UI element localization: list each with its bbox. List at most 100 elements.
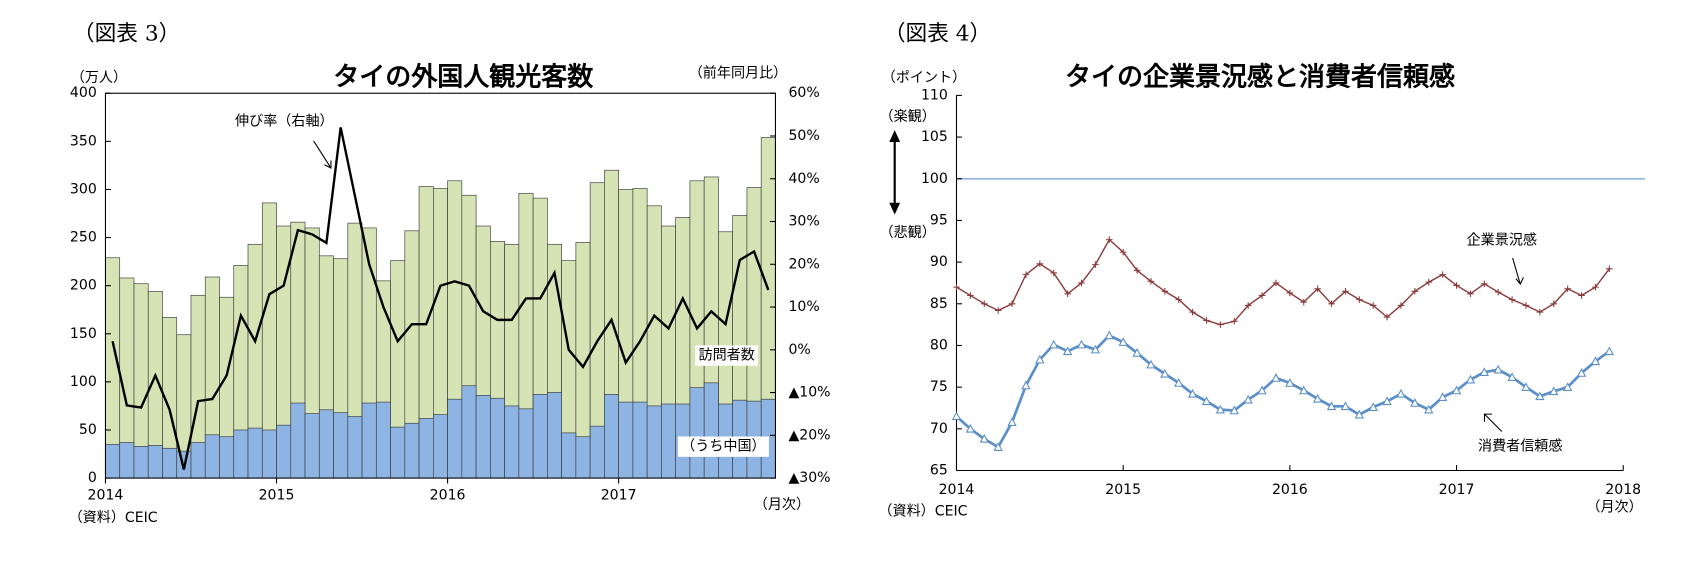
bar	[532, 394, 548, 479]
y-tick-label: 85	[930, 296, 948, 312]
marker	[1285, 378, 1295, 387]
marker	[1312, 393, 1323, 403]
marker	[1481, 280, 1488, 288]
marker	[1342, 288, 1349, 295]
label-box	[677, 436, 769, 457]
y-tick-label: 150	[70, 326, 97, 342]
x-tick-label: 2014	[939, 482, 975, 498]
marker	[1217, 321, 1224, 328]
label-box	[695, 345, 759, 366]
y-tick-label: 105	[921, 129, 948, 145]
marker	[1203, 317, 1210, 324]
bar	[105, 444, 121, 479]
bar	[333, 412, 349, 479]
marker	[1007, 417, 1017, 426]
marker	[967, 292, 974, 299]
y2-tick-label: ▲10%	[788, 385, 830, 401]
bar	[119, 442, 135, 479]
marker	[1021, 380, 1031, 390]
annotation: （悲観）	[880, 225, 936, 241]
marker	[1187, 388, 1198, 398]
series-label: 企業景況感	[1467, 232, 1537, 249]
marker	[1174, 378, 1184, 387]
label-box	[231, 111, 337, 132]
series-label: 伸び率（右軸）	[235, 113, 334, 129]
marker	[1215, 404, 1226, 414]
bar	[133, 446, 149, 479]
marker	[1493, 364, 1503, 374]
marker	[1133, 267, 1141, 274]
bar	[361, 402, 377, 479]
x-tick-label: 2017	[601, 487, 637, 503]
marker	[1147, 278, 1155, 285]
line	[111, 127, 770, 470]
figure-label: （図表 3）	[73, 22, 180, 47]
marker	[1562, 382, 1573, 391]
marker	[1078, 279, 1085, 287]
marker	[1535, 391, 1545, 401]
y-tick-label: 300	[70, 181, 97, 197]
marker	[1160, 368, 1170, 378]
bar	[504, 405, 520, 479]
y2-tick-label: 0%	[788, 342, 810, 358]
bar	[561, 432, 577, 479]
marker	[1368, 402, 1378, 411]
label-box	[1463, 229, 1541, 251]
marker	[1550, 300, 1558, 308]
marker	[951, 411, 962, 421]
marker	[1479, 367, 1490, 376]
marker	[1467, 290, 1474, 298]
marker	[1521, 382, 1531, 391]
marker	[953, 283, 960, 291]
marker	[1314, 285, 1321, 293]
chart-title: タイの外国人観光客数	[333, 63, 594, 93]
y-tick-label: 110	[921, 87, 948, 103]
marker	[981, 300, 988, 308]
bar	[447, 398, 463, 479]
marker	[1022, 271, 1030, 278]
bar	[490, 397, 505, 479]
marker	[1439, 271, 1446, 278]
x-tick-label: 2017	[1439, 482, 1475, 498]
marker	[1118, 337, 1128, 346]
marker	[1397, 302, 1405, 309]
y2-axis-unit: （前年同月比）	[689, 65, 788, 82]
bar	[632, 401, 648, 479]
chart-title: タイの企業景況感と消費者信頼感	[1065, 62, 1455, 93]
marker	[1119, 248, 1127, 256]
y-tick-label: 350	[70, 133, 97, 149]
y-axis-unit: （万人）	[71, 70, 127, 86]
marker	[1465, 374, 1476, 384]
arrow	[313, 140, 1524, 432]
marker	[1424, 404, 1434, 414]
marker	[1231, 318, 1238, 325]
marker	[1272, 279, 1280, 287]
bar	[390, 426, 406, 479]
y2-tick-label: ▲20%	[788, 427, 830, 443]
marker	[1369, 302, 1377, 309]
marker	[1201, 396, 1212, 406]
bar	[604, 394, 619, 479]
marker	[1008, 300, 1016, 308]
series-label: 訪問者数	[698, 348, 754, 364]
marker	[1189, 308, 1196, 316]
source: （資料）CEIC	[69, 510, 158, 526]
bar	[318, 409, 334, 479]
marker	[1604, 346, 1615, 356]
bar	[162, 447, 178, 479]
bar	[703, 382, 719, 479]
line	[956, 238, 1610, 326]
marker	[1356, 296, 1363, 303]
bar	[475, 395, 491, 479]
bar	[347, 416, 363, 479]
marker	[1564, 285, 1571, 293]
marker	[1106, 236, 1113, 243]
marker	[1258, 292, 1266, 299]
y-tick-label: 250	[70, 230, 97, 246]
bar	[204, 434, 220, 479]
marker	[1104, 330, 1114, 340]
bar	[375, 401, 391, 479]
marker	[1328, 300, 1335, 308]
y-tick-label: 400	[70, 85, 97, 101]
